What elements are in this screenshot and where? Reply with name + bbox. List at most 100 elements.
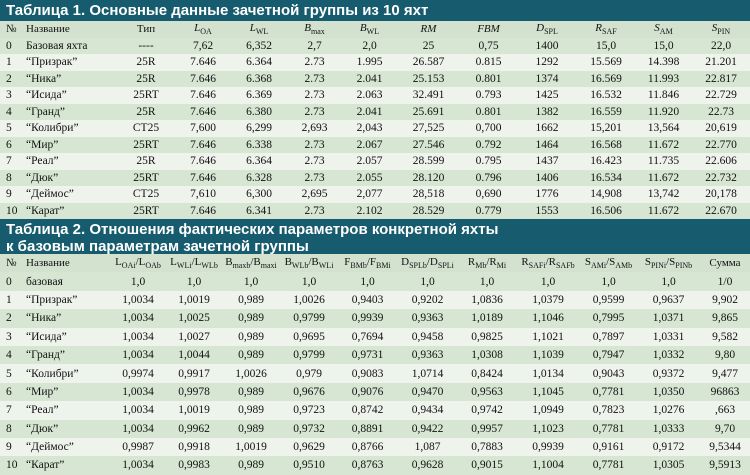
table2-cell: 0,9974 [122,367,154,380]
table2-title-line2: к базовым параметрам зачетной группы [6,238,309,254]
table1-cell: 2.73 [304,204,325,217]
table1-cell: 16.568 [590,138,622,151]
table1-cell: CT25 [132,188,160,201]
table1-cell: 16.559 [590,105,622,118]
table2-cell: 1,0034 [122,330,154,343]
table2-cell: 1,0019 [178,404,210,417]
header-slash: / [545,256,549,269]
table2-cell: 0,9637 [652,293,685,306]
table2-cell: 1,0134 [532,367,564,380]
table1-cell: 0.793 [475,89,502,102]
table2-cell: 1,0 [479,275,495,288]
header-main: S [644,256,651,269]
table2-cell: 1,0189 [471,312,503,325]
table1-cell: 11.672 [647,171,680,184]
table2-cell: 1,0371 [652,312,685,325]
table2-cell: 0,9957 [471,422,503,435]
table1-row: 5 “Колибри” CT25 7,600 6,299 2,693 2,043 27,525… [0,120,750,137]
table1-row: 6 “Мир” 25RT 7.646 6.338 2.73 2.067 27.546 0.792… [0,136,750,153]
table1-cell: 20,178 [705,188,737,201]
table1-row: 8 “Дюк” 25RT 7.646 6.328 2.73 2.055 28.120 0.796… [0,169,750,186]
table1-row: 10 “Карат” 25RT 7.646 6.341 2.73 2.102 28.529 0.… [0,202,750,219]
table1-cell: 21.201 [705,56,737,69]
table1-cell: 25RT [133,138,159,151]
table1-header-cell: SPIN [692,21,750,38]
table1-cell: 1406 [535,171,559,184]
table1-cell: 32.491 [412,89,445,102]
table1-cell: 1400 [535,39,559,52]
header-subscript: OAb [145,261,161,271]
header-slash: / [426,256,430,269]
table2-cell: 0,7823 [592,404,625,417]
table2-cell: 3 [6,330,12,343]
table1-cell: 3 [6,89,12,102]
table1-cell: CT25 [132,122,160,135]
table2-cell: 1,0034 [122,385,154,398]
table1-cell: 22.729 [705,89,737,102]
table2-cell: 1,0 [360,275,375,288]
table1-cell: 11.735 [647,155,680,168]
table1-cell: 7.646 [190,72,216,85]
table1-cell: 11.672 [647,138,680,151]
table2-cell: 9,902 [712,293,738,306]
header-subscript: SPLb [409,261,427,271]
table1-cell: 2.73 [304,105,325,118]
table1-cell: 2,695 [301,188,328,201]
table2-cell: 1,0 [601,275,616,288]
table1-row: 7 “Реал” 25R 7.646 6.364 2.73 2.057 28.599 0.795… [0,153,750,170]
table2-row: 7 “Реал” 1,0034 1,0019 0,989 0,9723 0,8742 0,94… [0,401,750,420]
table2-cell: “Гранд” [26,349,65,362]
table2-cell: 0,989 [238,293,264,306]
table1-cell: 22,0 [710,39,732,52]
table1-cell: 6.364 [246,56,272,69]
header-main: R [595,22,603,35]
table1-cell: 25R [136,56,156,69]
header-slash: / [135,256,139,269]
table2-row: 10 “Карат” 1,0034 0,9983 0,989 0,9510 0,8763 0,… [0,456,750,475]
header-main: D [429,256,438,269]
table2-cell: 9,70 [714,422,736,435]
table1-cell: 0.779 [475,204,502,217]
header-subscript: OAi [121,261,136,271]
table2-cell: 0,9629 [293,441,325,454]
table1-cell: 25.153 [412,72,445,85]
table1-cell: 2,077 [356,188,383,201]
table2-header-cell: RMb/RMi [458,254,516,272]
table2-cell: 0,989 [238,349,264,362]
table2-cell: “Призрак” [26,293,78,306]
table2-cell: 1,0350 [652,385,685,398]
header-subscript: BMb [350,261,367,271]
table1-cell: 1 [6,56,12,69]
table2-cell: 1,0379 [532,293,564,306]
table2-cell: 0,9917 [178,367,210,380]
table1-cell: “Деймос” [26,188,74,201]
table2-title-line1: Таблица 2. Отношения фактических парамет… [6,221,499,238]
table1-cell: 6.338 [246,138,272,151]
table2-row: 1 “Призрак” 1,0034 1,0019 0,989 1,0026 0,9403 0… [0,290,750,310]
header-subscript: WLi [318,261,334,271]
table1-header-cell: FBM [460,21,517,38]
table2-cell: 1,0026 [235,367,267,380]
table2-cell: 0,7897 [592,330,625,343]
table1-cell: 7.646 [190,105,216,118]
header-main: FBM [477,23,500,36]
table1-cell: 13,564 [647,122,680,135]
table2-cell: 1,0331 [652,330,685,343]
table1-cell: 22.770 [705,138,737,151]
table1-cell: 20,619 [705,122,737,135]
table1-cell: 6.369 [246,89,272,102]
table1-cell: “Ника” [26,72,62,85]
table2-row: 2 “Ника” 1,0034 1,0025 0,989 0,9799 0,9939 0,93… [0,309,750,328]
header-subscript: AM [659,27,673,37]
table1-cell: 22.606 [705,155,737,168]
table1-title: Таблица 1. Основные данные зачетной груп… [0,0,750,21]
table2-cell: 1,0 [661,275,676,288]
table2-header-cell: FBMb/FBMi [338,254,397,272]
table1-header-cell: DSPL [517,21,577,38]
table2-cell: 1,0 [540,275,556,288]
table1-cell: 2,0 [362,39,377,52]
table2-cell: 1/0 [717,275,733,288]
table1-cell: 7.646 [190,204,216,217]
table2-cell: 0,9731 [351,349,384,362]
table2-cell: 0,7781 [592,459,625,472]
